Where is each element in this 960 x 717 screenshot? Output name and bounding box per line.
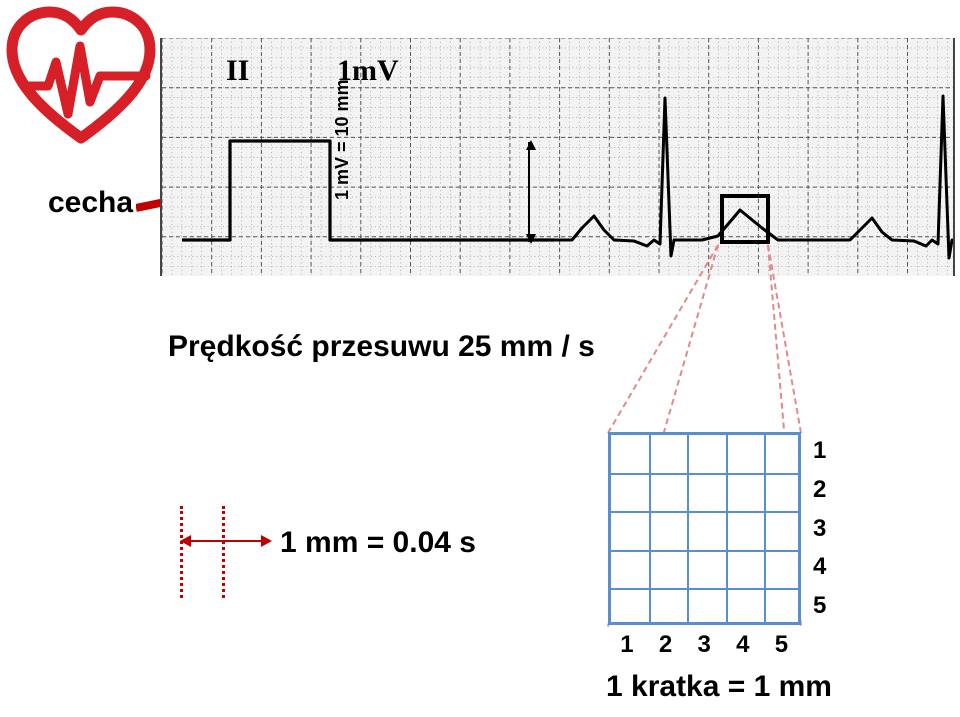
mv-scale-label: 1 mV = 10 mm [332,79,353,200]
zoom-col-4: 4 [736,631,749,659]
highlight-box [720,194,770,244]
mv-height-arrow [518,142,538,242]
zoom-col-2: 2 [659,631,672,659]
mm-time-marker: 1 mm = 0.04 s [180,512,510,592]
zoom-row-3: 3 [813,515,826,543]
page-root: cecha II 1mV 1 mV = 10 mm Prędkość przes… [0,0,960,717]
heart-logo [6,6,156,146]
zoom-col-1: 1 [620,631,633,659]
tick-right [222,506,225,598]
zoom-row-2: 2 [813,476,826,504]
ecg-strip: II 1mV [160,38,955,276]
lead-label: II [226,56,249,86]
zoom-row-4: 4 [813,553,826,581]
zoom-col-3: 3 [698,631,711,659]
cecha-label: cecha [48,186,133,220]
kratka-label: 1 kratka = 1 mm [606,670,832,704]
mm-time-label: 1 mm = 0.04 s [280,526,476,560]
tick-left [180,506,183,598]
zoom-col-5: 5 [775,631,788,659]
zoom-row-1: 1 [813,437,826,465]
paper-speed-label: Prędkość przesuwu 25 mm / s [168,330,595,364]
zoom-row-5: 5 [813,592,826,620]
mm-time-arrow [182,540,270,542]
zoom-grid [608,432,801,625]
mv-scale-text: 1 mV = 10 mm [332,79,352,200]
